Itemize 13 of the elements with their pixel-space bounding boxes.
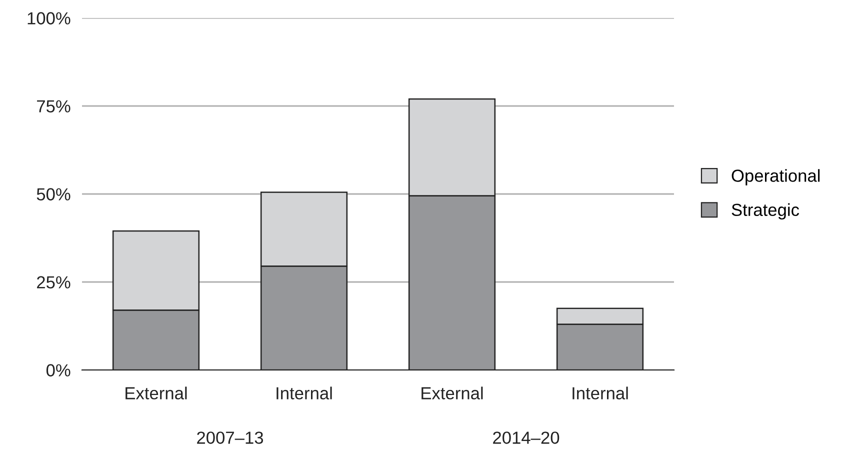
y-tick-label: 75% — [37, 100, 70, 112]
x-tick-label: External — [126, 386, 187, 400]
text: 2007–13 — [197, 432, 264, 444]
y-tick-label: 0% — [46, 364, 70, 376]
x-tick-label: Internal — [276, 386, 332, 400]
x-tick-label: External — [422, 386, 483, 400]
legend-label: Operational — [732, 169, 820, 186]
x-tick-label: Internal — [572, 386, 628, 400]
legend-label: Strategic — [732, 203, 800, 220]
y-tick-label: 100% — [28, 12, 70, 24]
y-tick-label: 50% — [36, 188, 70, 200]
y-tick-label: 25% — [37, 276, 70, 288]
text: 2014–20 — [493, 432, 560, 444]
